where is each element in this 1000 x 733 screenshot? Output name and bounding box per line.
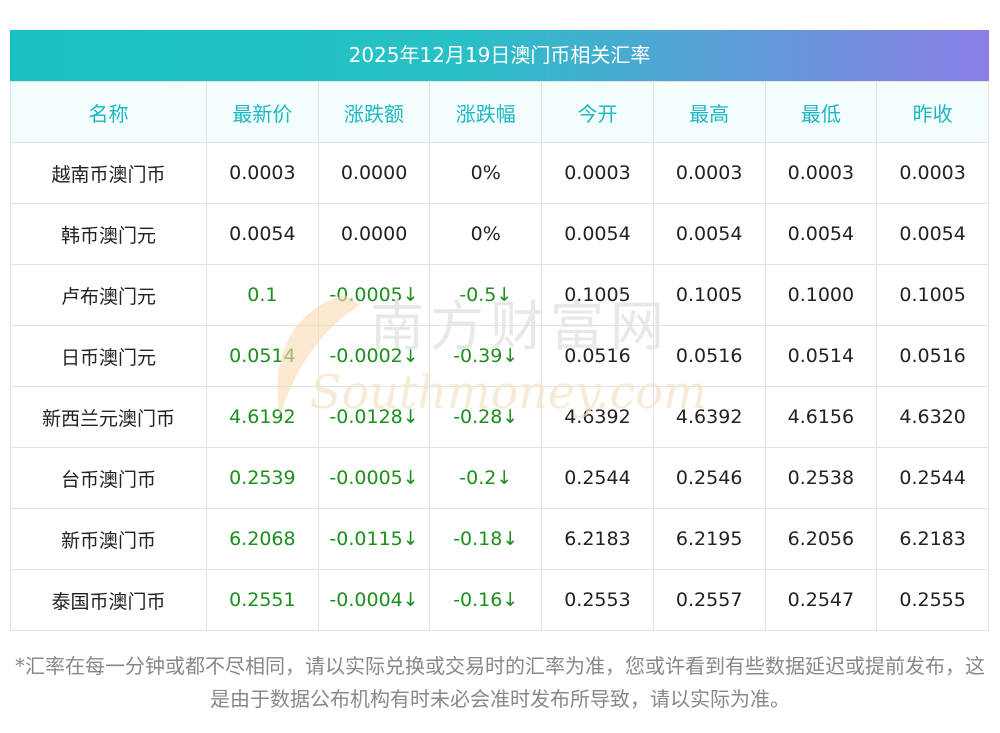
cell-prev: 0.0054 (876, 203, 989, 265)
cell-high: 0.0003 (652, 142, 766, 204)
cell-low: 0.2547 (764, 569, 878, 631)
table-row: 泰国币澳门币 0.2551 -0.0004↓ -0.16↓ 0.2553 0.2557 0.… (10, 569, 989, 631)
cell-open: 0.0003 (541, 142, 654, 204)
cell-name: 新西兰元澳门币 (10, 386, 207, 448)
cell-change: 0.0000 (317, 203, 431, 265)
cell-name: 越南币澳门币 (10, 142, 207, 204)
header-latest: 最新价 (206, 81, 319, 143)
rate-table-container: 2025年12月19日澳门币相关汇率 名称 最新价 涨跌额 涨跌幅 今开 最高 … (10, 30, 989, 631)
cell-high: 0.1005 (652, 264, 766, 326)
cell-name: 韩币澳门元 (10, 203, 207, 265)
header-name: 名称 (10, 81, 207, 143)
header-high: 最高 (652, 81, 766, 143)
table-row: 新西兰元澳门币 4.6192 -0.0128↓ -0.28↓ 4.6392 4.6392 4… (10, 386, 989, 448)
cell-low: 0.0003 (764, 142, 878, 204)
cell-open: 0.0054 (541, 203, 654, 265)
cell-pct: -0.5↓ (429, 264, 543, 326)
table-row: 韩币澳门元 0.0054 0.0000 0% 0.0054 0.0054 0.0054 0.0… (10, 203, 989, 265)
cell-change: -0.0004↓ (317, 569, 431, 631)
cell-pct: -0.18↓ (429, 508, 543, 570)
cell-prev: 0.0003 (876, 142, 989, 204)
rate-table: 名称 最新价 涨跌额 涨跌幅 今开 最高 最低 昨收 越南币澳门币 0.0003 0… (10, 81, 989, 631)
cell-latest: 0.0003 (206, 142, 319, 204)
cell-open: 0.0516 (541, 325, 654, 387)
cell-name: 台币澳门币 (10, 447, 207, 509)
cell-low: 6.2056 (764, 508, 878, 570)
cell-change: -0.0115↓ (317, 508, 431, 570)
cell-prev: 6.2183 (876, 508, 989, 570)
cell-latest: 0.0054 (206, 203, 319, 265)
cell-latest: 0.2539 (206, 447, 319, 509)
table-body: 越南币澳门币 0.0003 0.0000 0% 0.0003 0.0003 0.0003 0.… (10, 142, 989, 631)
cell-high: 0.0516 (652, 325, 766, 387)
cell-prev: 0.1005 (876, 264, 989, 326)
cell-open: 0.2553 (541, 569, 654, 631)
table-row: 越南币澳门币 0.0003 0.0000 0% 0.0003 0.0003 0.0003 0.… (10, 142, 989, 204)
table-title: 2025年12月19日澳门币相关汇率 (10, 30, 989, 81)
cell-change: 0.0000 (317, 142, 431, 204)
cell-prev: 0.2555 (876, 569, 989, 631)
cell-open: 0.2544 (541, 447, 654, 509)
cell-low: 0.0054 (764, 203, 878, 265)
cell-high: 0.0054 (652, 203, 766, 265)
cell-open: 6.2183 (541, 508, 654, 570)
cell-latest: 0.0514 (206, 325, 319, 387)
cell-latest: 6.2068 (206, 508, 319, 570)
disclaimer-note: *汇率在每一分钟或都不尽相同，请以实际兑换或交易时的汇率为准，您或许看到有些数据… (15, 654, 985, 711)
cell-prev: 0.0516 (876, 325, 989, 387)
header-pct: 涨跌幅 (429, 81, 543, 143)
cell-pct: -0.28↓ (429, 386, 543, 448)
cell-name: 泰国币澳门币 (10, 569, 207, 631)
cell-pct: -0.39↓ (429, 325, 543, 387)
table-header-row: 名称 最新价 涨跌额 涨跌幅 今开 最高 最低 昨收 (10, 81, 989, 143)
cell-high: 0.2557 (652, 569, 766, 631)
cell-latest: 4.6192 (206, 386, 319, 448)
cell-change: -0.0005↓ (317, 447, 431, 509)
cell-high: 6.2195 (652, 508, 766, 570)
cell-open: 0.1005 (541, 264, 654, 326)
cell-low: 4.6156 (764, 386, 878, 448)
header-low: 最低 (764, 81, 878, 143)
table-row: 新币澳门币 6.2068 -0.0115↓ -0.18↓ 6.2183 6.2195 6.2… (10, 508, 989, 570)
table-row: 卢布澳门元 0.1 -0.0005↓ -0.5↓ 0.1005 0.1005 0.1000 0… (10, 264, 989, 326)
header-change: 涨跌额 (317, 81, 431, 143)
cell-change: -0.0128↓ (317, 386, 431, 448)
table-row: 日币澳门元 0.0514 -0.0002↓ -0.39↓ 0.0516 0.0516 0.0… (10, 325, 989, 387)
cell-high: 4.6392 (652, 386, 766, 448)
cell-latest: 0.2551 (206, 569, 319, 631)
cell-open: 4.6392 (541, 386, 654, 448)
cell-name: 日币澳门元 (10, 325, 207, 387)
header-open: 今开 (541, 81, 654, 143)
cell-name: 新币澳门币 (10, 508, 207, 570)
cell-pct: -0.16↓ (429, 569, 543, 631)
cell-pct: -0.2↓ (429, 447, 543, 509)
cell-name: 卢布澳门元 (10, 264, 207, 326)
cell-pct: 0% (429, 203, 543, 265)
cell-change: -0.0005↓ (317, 264, 431, 326)
table-row: 台币澳门币 0.2539 -0.0005↓ -0.2↓ 0.2544 0.2546 0.25… (10, 447, 989, 509)
cell-prev: 4.6320 (876, 386, 989, 448)
cell-prev: 0.2544 (876, 447, 989, 509)
cell-latest: 0.1 (206, 264, 319, 326)
header-prev: 昨收 (876, 81, 989, 143)
cell-high: 0.2546 (652, 447, 766, 509)
cell-low: 0.1000 (764, 264, 878, 326)
cell-change: -0.0002↓ (317, 325, 431, 387)
cell-low: 0.2538 (764, 447, 878, 509)
cell-pct: 0% (429, 142, 543, 204)
cell-low: 0.0514 (764, 325, 878, 387)
